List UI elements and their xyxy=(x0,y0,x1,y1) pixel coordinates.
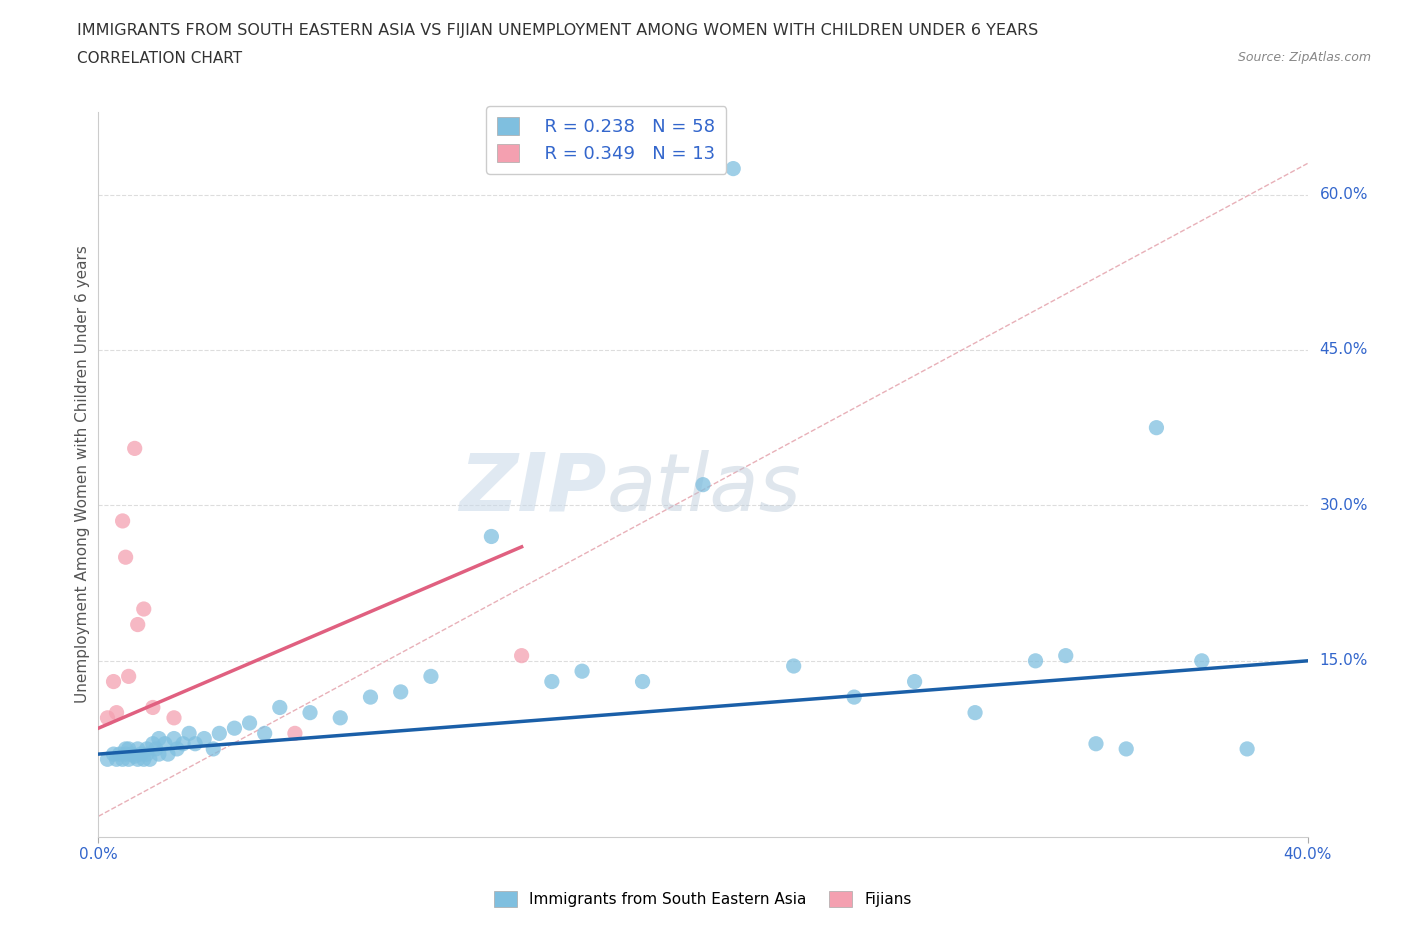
Text: IMMIGRANTS FROM SOUTH EASTERN ASIA VS FIJIAN UNEMPLOYMENT AMONG WOMEN WITH CHILD: IMMIGRANTS FROM SOUTH EASTERN ASIA VS FI… xyxy=(77,23,1039,38)
Point xyxy=(127,741,149,756)
Point xyxy=(571,664,593,679)
Point xyxy=(139,751,162,766)
Point xyxy=(124,749,146,764)
Point xyxy=(481,529,503,544)
Point xyxy=(540,674,562,689)
Point xyxy=(114,741,136,756)
Point xyxy=(127,751,149,766)
Point xyxy=(153,737,176,751)
Point xyxy=(118,741,141,756)
Point xyxy=(156,747,179,762)
Point xyxy=(1144,420,1167,435)
Text: 15.0%: 15.0% xyxy=(1320,654,1368,669)
Point xyxy=(904,674,927,689)
Point xyxy=(111,751,134,766)
Point xyxy=(124,441,146,456)
Point xyxy=(510,648,533,663)
Point xyxy=(135,747,157,762)
Point xyxy=(420,669,443,684)
Point xyxy=(96,711,118,725)
Point xyxy=(103,747,125,762)
Point xyxy=(142,700,165,715)
Point xyxy=(299,705,322,720)
Point xyxy=(239,715,262,730)
Text: 60.0%: 60.0% xyxy=(1320,187,1368,202)
Point xyxy=(114,747,136,762)
Point xyxy=(135,741,157,756)
Point xyxy=(108,747,131,762)
Point xyxy=(148,731,170,746)
Point xyxy=(103,674,125,689)
Point xyxy=(127,618,149,632)
Point xyxy=(179,726,201,741)
Point xyxy=(284,726,307,741)
Text: 45.0%: 45.0% xyxy=(1320,342,1368,357)
Point xyxy=(193,731,215,746)
Point xyxy=(389,684,412,699)
Text: atlas: atlas xyxy=(606,450,801,528)
Point xyxy=(1054,648,1077,663)
Text: ZIP: ZIP xyxy=(458,450,606,528)
Point xyxy=(96,751,118,766)
Point xyxy=(148,747,170,762)
Y-axis label: Unemployment Among Women with Children Under 6 years: Unemployment Among Women with Children U… xyxy=(75,246,90,703)
Point xyxy=(1115,741,1137,756)
Point xyxy=(172,737,194,751)
Point xyxy=(142,737,165,751)
Point xyxy=(118,751,141,766)
Point xyxy=(360,690,382,705)
Point xyxy=(1085,737,1108,751)
Point xyxy=(132,602,155,617)
Point xyxy=(202,741,225,756)
Point xyxy=(631,674,654,689)
Point xyxy=(208,726,231,741)
Point xyxy=(723,161,745,176)
Point xyxy=(163,711,186,725)
Point xyxy=(329,711,352,725)
Point xyxy=(145,741,167,756)
Point xyxy=(166,741,188,756)
Point xyxy=(253,726,276,741)
Legend: Immigrants from South Eastern Asia, Fijians: Immigrants from South Eastern Asia, Fiji… xyxy=(488,884,918,913)
Point xyxy=(118,669,141,684)
Point xyxy=(783,658,806,673)
Point xyxy=(965,705,987,720)
Point xyxy=(132,751,155,766)
Point xyxy=(844,690,866,705)
Text: 30.0%: 30.0% xyxy=(1320,498,1368,512)
Point xyxy=(184,737,207,751)
Point xyxy=(224,721,246,736)
Text: Source: ZipAtlas.com: Source: ZipAtlas.com xyxy=(1237,51,1371,64)
Point xyxy=(692,477,714,492)
Point xyxy=(105,705,128,720)
Point xyxy=(1024,654,1046,669)
Point xyxy=(1236,741,1258,756)
Point xyxy=(114,550,136,565)
Point xyxy=(105,751,128,766)
Point xyxy=(111,513,134,528)
Point xyxy=(269,700,291,715)
Point xyxy=(1191,654,1213,669)
Text: CORRELATION CHART: CORRELATION CHART xyxy=(77,51,242,66)
Point xyxy=(121,747,143,762)
Legend:   R = 0.238   N = 58,   R = 0.349   N = 13: R = 0.238 N = 58, R = 0.349 N = 13 xyxy=(486,106,727,174)
Point xyxy=(129,747,152,762)
Point xyxy=(163,731,186,746)
